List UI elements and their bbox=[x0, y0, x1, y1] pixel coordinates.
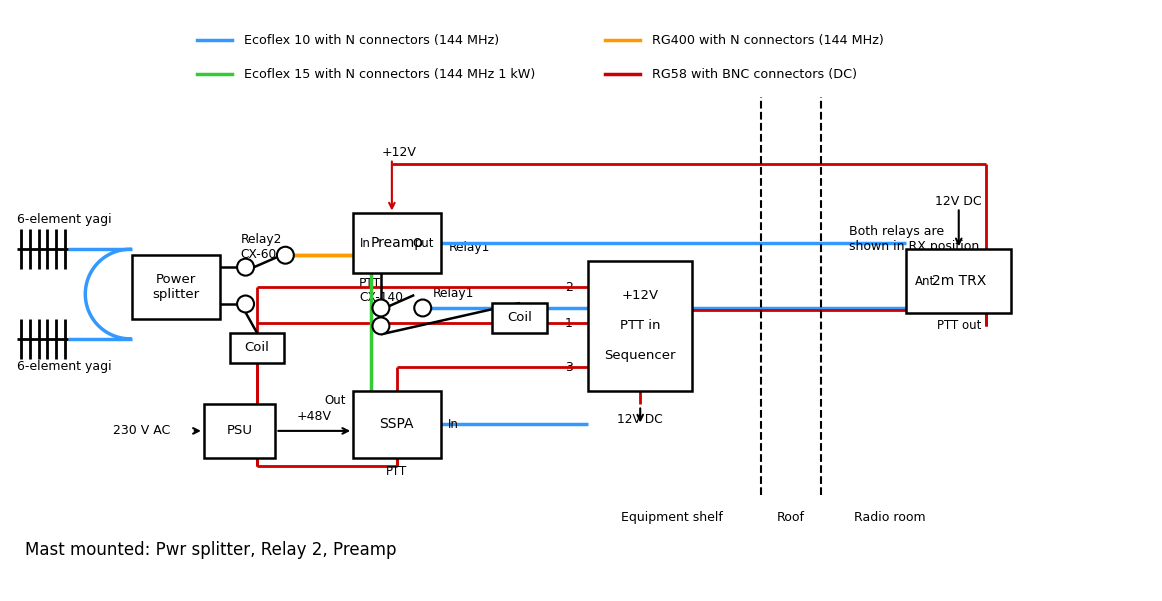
Bar bbox=[203, 403, 275, 459]
Text: Radio room: Radio room bbox=[854, 511, 925, 525]
Text: RG400 with N connectors (144 MHz): RG400 with N connectors (144 MHz) bbox=[652, 34, 883, 47]
Text: Relay2: Relay2 bbox=[241, 233, 282, 246]
Text: 230 V AC: 230 V AC bbox=[114, 424, 171, 438]
Circle shape bbox=[277, 247, 294, 264]
Bar bbox=[353, 213, 440, 273]
Text: 1: 1 bbox=[565, 317, 573, 330]
Text: Coil: Coil bbox=[508, 311, 532, 325]
Circle shape bbox=[415, 299, 431, 316]
Text: 2m TRX: 2m TRX bbox=[932, 274, 985, 288]
Text: PTT: PTT bbox=[386, 465, 408, 478]
Circle shape bbox=[237, 296, 254, 313]
Text: +48V: +48V bbox=[296, 410, 331, 424]
Text: Ecoflex 10 with N connectors (144 MHz): Ecoflex 10 with N connectors (144 MHz) bbox=[244, 34, 498, 47]
Circle shape bbox=[373, 299, 389, 316]
Text: Coil: Coil bbox=[244, 341, 270, 354]
Text: Power
splitter: Power splitter bbox=[152, 273, 200, 301]
Text: Relay1: Relay1 bbox=[449, 241, 490, 254]
Circle shape bbox=[237, 258, 254, 276]
Bar bbox=[906, 249, 1011, 313]
Text: 6-element yagi: 6-element yagi bbox=[16, 360, 112, 373]
Text: +12V

PTT in

Sequencer: +12V PTT in Sequencer bbox=[604, 290, 676, 362]
Bar bbox=[132, 255, 220, 319]
Text: PTT out: PTT out bbox=[937, 319, 981, 332]
Bar bbox=[353, 391, 440, 459]
Circle shape bbox=[373, 317, 389, 334]
Text: Mast mounted: Pwr splitter, Relay 2, Preamp: Mast mounted: Pwr splitter, Relay 2, Pre… bbox=[24, 541, 396, 559]
Text: SSPA: SSPA bbox=[380, 418, 414, 432]
Text: 12V DC: 12V DC bbox=[617, 413, 664, 427]
Bar bbox=[588, 261, 693, 391]
Text: 2: 2 bbox=[565, 281, 573, 293]
Bar bbox=[493, 303, 547, 333]
Text: Out: Out bbox=[324, 394, 346, 407]
Text: Out: Out bbox=[413, 237, 433, 250]
Text: Roof: Roof bbox=[777, 511, 805, 525]
Text: Preamp: Preamp bbox=[371, 236, 423, 250]
Text: 3: 3 bbox=[565, 361, 573, 374]
Text: Ecoflex 15 with N connectors (144 MHz 1 kW): Ecoflex 15 with N connectors (144 MHz 1 … bbox=[244, 67, 535, 81]
Text: In: In bbox=[360, 237, 371, 250]
Text: In: In bbox=[447, 418, 459, 431]
Text: Relay1: Relay1 bbox=[432, 287, 474, 299]
Text: 6-element yagi: 6-element yagi bbox=[16, 213, 112, 226]
Text: Both relays are
shown in RX position: Both relays are shown in RX position bbox=[848, 225, 980, 253]
Text: PTT: PTT bbox=[359, 276, 381, 290]
Text: Equipment shelf: Equipment shelf bbox=[621, 511, 723, 525]
Text: +12V: +12V bbox=[382, 146, 417, 159]
Text: RG58 with BNC connectors (DC): RG58 with BNC connectors (DC) bbox=[652, 67, 856, 81]
Text: 12V DC: 12V DC bbox=[935, 195, 982, 208]
Bar bbox=[230, 333, 285, 363]
Text: PSU: PSU bbox=[227, 424, 252, 438]
Text: CX-600: CX-600 bbox=[241, 248, 285, 261]
Text: CX-140: CX-140 bbox=[359, 290, 403, 304]
Text: Ant: Ant bbox=[914, 275, 934, 288]
